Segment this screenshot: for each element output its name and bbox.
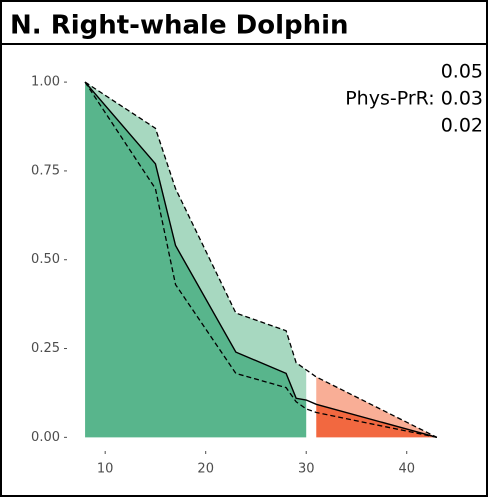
x-tick-label: 10 bbox=[97, 462, 114, 477]
title-bar bbox=[2, 2, 486, 44]
ci-line bbox=[84, 81, 438, 438]
x-tick-label: 40 bbox=[398, 462, 415, 477]
y-tick-label: 0.50 bbox=[31, 252, 60, 267]
chart-title: N. Right-whale Dolphin bbox=[10, 11, 349, 41]
y-tick-label: 0.00 bbox=[31, 430, 60, 445]
annotation: Phys-PrR: 0.03 bbox=[345, 88, 483, 110]
x-tick-label: 30 bbox=[298, 462, 315, 477]
ci-line bbox=[84, 81, 438, 438]
x-tick-label: 20 bbox=[197, 462, 214, 477]
median-line bbox=[84, 81, 438, 439]
y-tick-label: 0.25 bbox=[31, 341, 60, 356]
annotation: 0.05 bbox=[441, 61, 483, 83]
y-tick-label: 1.00 bbox=[31, 75, 60, 90]
annotation: 0.02 bbox=[441, 115, 483, 137]
band-lower bbox=[85, 82, 307, 438]
band-upper bbox=[85, 82, 307, 401]
y-tick-label: 0.75 bbox=[31, 163, 60, 178]
